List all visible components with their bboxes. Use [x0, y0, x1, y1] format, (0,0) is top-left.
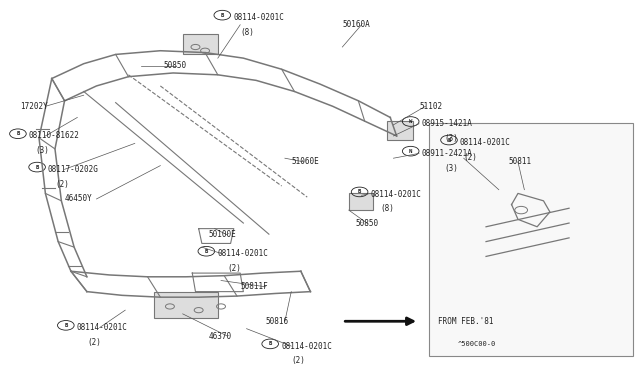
Text: (2): (2) — [464, 153, 477, 161]
Text: 08114-0201C: 08114-0201C — [77, 323, 127, 332]
Text: 08117-0202G: 08117-0202G — [48, 165, 99, 174]
Text: (2): (2) — [291, 356, 305, 365]
Text: 50850: 50850 — [164, 61, 187, 70]
Text: 50811F: 50811F — [240, 282, 268, 291]
Text: B: B — [16, 131, 20, 136]
Text: ^500C00-0: ^500C00-0 — [458, 340, 495, 346]
Text: 50816: 50816 — [266, 317, 289, 326]
Bar — [429, 123, 633, 356]
Text: 50850: 50850 — [355, 219, 378, 228]
Text: (3): (3) — [36, 146, 50, 155]
Text: 50811: 50811 — [508, 157, 531, 166]
Text: 08110-81622: 08110-81622 — [29, 131, 79, 141]
Text: (2): (2) — [227, 264, 241, 273]
Text: W: W — [409, 119, 412, 124]
Text: (8): (8) — [381, 205, 394, 214]
Text: 51102: 51102 — [419, 102, 442, 111]
Text: 08911-2421A: 08911-2421A — [422, 149, 472, 158]
Text: 08114-0201C: 08114-0201C — [217, 249, 268, 258]
Text: 17202Y: 17202Y — [20, 102, 47, 111]
Bar — [154, 292, 218, 318]
Text: 08114-0201C: 08114-0201C — [460, 138, 511, 147]
Text: B: B — [269, 341, 272, 346]
Text: (3): (3) — [445, 134, 458, 143]
Text: 46370: 46370 — [208, 331, 232, 341]
Text: N: N — [409, 149, 412, 154]
Text: 50160A: 50160A — [342, 20, 370, 29]
Text: 08114-0201C: 08114-0201C — [371, 190, 421, 199]
Text: 51060E: 51060E — [291, 157, 319, 166]
Text: B: B — [447, 138, 451, 142]
Text: B: B — [358, 189, 361, 195]
Bar — [349, 193, 373, 210]
Text: 08114-0201C: 08114-0201C — [281, 341, 332, 350]
Text: (3): (3) — [445, 164, 458, 173]
Text: (2): (2) — [55, 180, 69, 189]
Text: B: B — [221, 13, 224, 17]
Bar — [182, 34, 218, 54]
Text: 08114-0201C: 08114-0201C — [233, 13, 284, 22]
Text: 08915-1421A: 08915-1421A — [422, 119, 472, 128]
Text: (8): (8) — [240, 28, 254, 37]
Text: (2): (2) — [87, 338, 100, 347]
Text: B: B — [64, 323, 67, 328]
Text: B: B — [205, 249, 208, 254]
Text: B: B — [35, 164, 39, 170]
Text: 50100E: 50100E — [208, 230, 236, 240]
Bar — [387, 121, 413, 140]
Text: 46450Y: 46450Y — [65, 195, 92, 203]
Text: FROM FEB.'81: FROM FEB.'81 — [438, 317, 493, 326]
